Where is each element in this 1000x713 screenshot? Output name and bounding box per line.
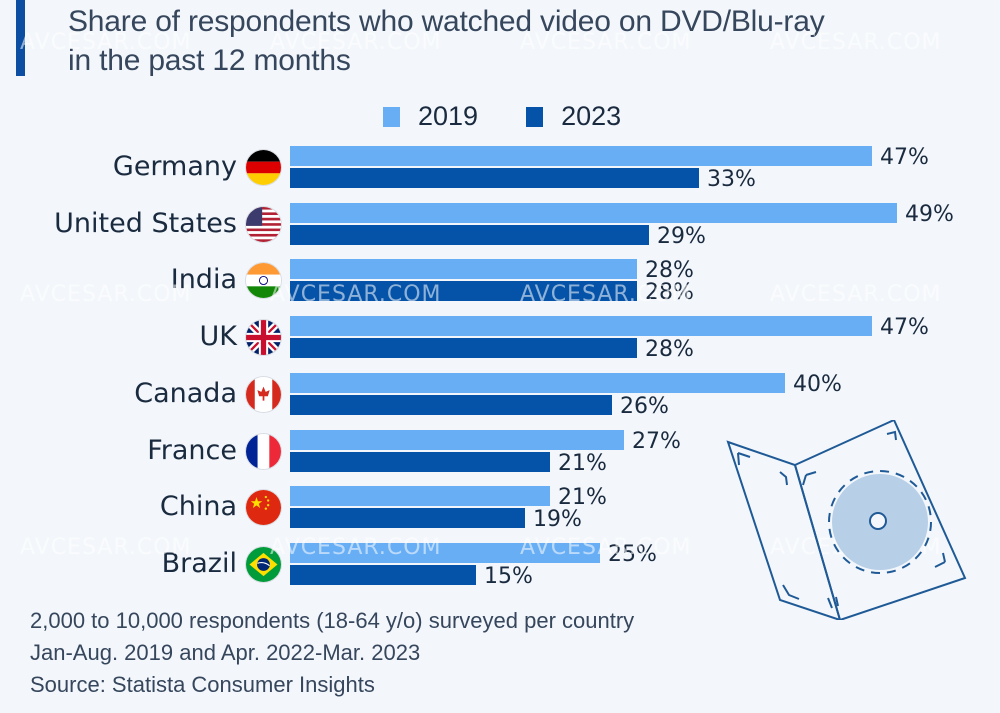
flag-usa-icon <box>246 207 281 242</box>
bar-2023-brazil <box>290 565 476 585</box>
flag-canada-icon <box>246 377 281 412</box>
bar-2019-uk <box>290 316 872 336</box>
category-label: Germany <box>112 151 237 182</box>
data-label-2023: 28% <box>645 337 694 362</box>
legend-item-2023: 2023 <box>526 101 621 132</box>
data-label-2019: 49% <box>905 202 954 227</box>
flag-china-icon <box>246 490 281 525</box>
data-label-2023: 33% <box>707 167 756 192</box>
bar-2019-china <box>290 486 550 506</box>
data-label-2023: 15% <box>484 564 533 589</box>
flag-brazil-icon <box>246 547 281 582</box>
note-respondents: 2,000 to 10,000 respondents (18-64 y/o) … <box>30 608 635 633</box>
title-line-2: in the past 12 months <box>68 44 351 77</box>
title-line-1: Share of respondents who watched video o… <box>68 5 825 38</box>
data-label-2019: 47% <box>880 315 929 340</box>
watermark: AVCESAR.COM <box>20 282 192 307</box>
data-label-2019: 27% <box>632 429 681 454</box>
source-label: Source: Statista Consumer Insights <box>30 672 375 697</box>
dvd-case-icon <box>726 420 967 620</box>
bar-2023-united-states <box>290 225 649 245</box>
data-label-2019: 40% <box>793 372 842 397</box>
bar-2019-brazil <box>290 543 600 563</box>
bar-2019-united-states <box>290 203 897 223</box>
bar-2023-france <box>290 452 550 472</box>
legend-item-2019: 2019 <box>383 101 478 132</box>
bar-2019-canada <box>290 373 785 393</box>
flag-france-icon <box>246 434 281 469</box>
data-label-2023: 29% <box>657 224 706 249</box>
flag-india-icon <box>246 263 281 298</box>
legend: 2019 2023 <box>383 101 669 132</box>
legend-label-2019: 2019 <box>418 101 479 131</box>
data-label-2019: 25% <box>608 542 657 567</box>
bar-2019-france <box>290 430 624 450</box>
category-label: UK <box>199 321 237 352</box>
data-label-2023: 28% <box>645 280 694 305</box>
category-label: United States <box>54 208 237 239</box>
bar-2019-india <box>290 259 637 279</box>
data-label-2019: 21% <box>558 485 607 510</box>
data-label-2023: 21% <box>558 451 607 476</box>
data-label-2023: 19% <box>533 507 582 532</box>
flag-germany-icon <box>246 150 281 185</box>
watermark: AVCESAR.COM <box>770 282 942 307</box>
data-label-2019: 47% <box>880 145 929 170</box>
chart-notes: 2,000 to 10,000 respondents (18-64 y/o) … <box>30 605 634 701</box>
legend-swatch-2019 <box>383 106 400 127</box>
title-accent-bar <box>16 0 25 76</box>
category-label: India <box>170 264 237 295</box>
category-label: France <box>147 435 237 466</box>
category-label: China <box>159 491 237 522</box>
data-label-2019: 28% <box>645 258 694 283</box>
note-period: Jan-Aug. 2019 and Apr. 2022-Mar. 2023 <box>30 640 421 665</box>
bar-2023-uk <box>290 338 637 358</box>
data-label-2023: 26% <box>620 394 669 419</box>
chart-title: Share of respondents who watched video o… <box>68 2 825 80</box>
bar-2019-germany <box>290 146 872 166</box>
bar-2023-canada <box>290 395 612 415</box>
legend-swatch-2023 <box>526 106 544 127</box>
bar-2023-india <box>290 281 637 301</box>
category-label: Brazil <box>161 548 237 579</box>
flag-uk-icon <box>246 320 281 355</box>
bar-2023-china <box>290 508 525 528</box>
legend-label-2023: 2023 <box>561 101 622 131</box>
category-label: Canada <box>134 378 237 409</box>
bar-2023-germany <box>290 168 699 188</box>
